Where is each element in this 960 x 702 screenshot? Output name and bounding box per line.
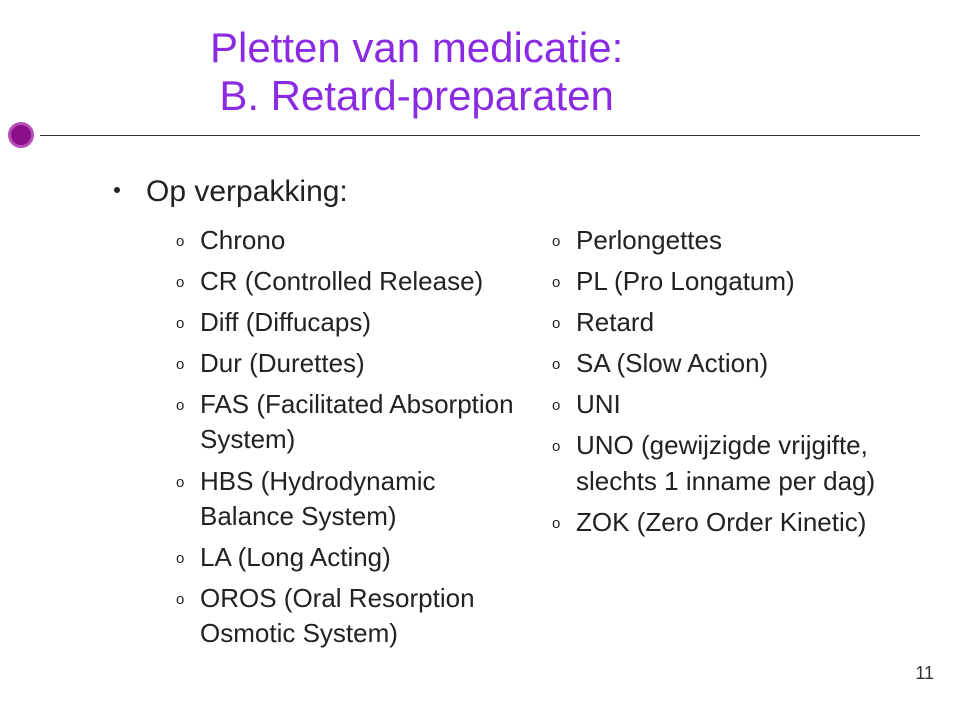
list-item-text: Retard xyxy=(576,305,654,340)
sub-marker: o xyxy=(552,395,562,416)
sub-marker: o xyxy=(176,472,186,493)
list-item-text: SA (Slow Action) xyxy=(576,346,768,381)
sub-marker: o xyxy=(552,513,562,534)
sub-marker: o xyxy=(552,231,562,252)
list-item: o UNO (gewijzigde vrijgifte, slechts 1 in… xyxy=(552,428,900,498)
sub-marker: o xyxy=(176,548,186,569)
left-column: oChronooCR (Controlled Release)oDiff (Di… xyxy=(176,223,524,657)
list-item-text: Chrono xyxy=(200,223,285,258)
list-item: o Retard xyxy=(552,305,900,340)
list-item: o Dur (Durettes) xyxy=(176,346,524,381)
sub-marker: o xyxy=(176,313,186,334)
list-item-text: UNI xyxy=(576,387,621,422)
list-item: o Chrono xyxy=(176,223,524,258)
sub-marker: o xyxy=(176,354,186,375)
sub-marker: o xyxy=(176,272,186,293)
slide-title: Pletten van medicatie: B. Retard-prepara… xyxy=(210,24,623,121)
list-item: o FAS (Facilitated Absorption System) xyxy=(176,387,524,457)
sub-marker: o xyxy=(552,272,562,293)
title-line-2: B. Retard-preparaten xyxy=(210,72,623,120)
bullet-dot xyxy=(114,187,120,193)
list-item-text: CR (Controlled Release) xyxy=(200,264,483,299)
list-item-text: Diff (Diffucaps) xyxy=(200,305,371,340)
list-item: o Diff (Diffucaps) xyxy=(176,305,524,340)
right-column: oPerlongettesoPL (Pro Longatum)oRetardoS… xyxy=(552,223,900,657)
content-area: Op verpakking: oChronooCR (Controlled Re… xyxy=(80,175,900,657)
title-line-1: Pletten van medicatie: xyxy=(210,24,623,72)
list-item: o PL (Pro Longatum) xyxy=(552,264,900,299)
lead-text: Op verpakking: xyxy=(146,175,348,208)
list-item-text: PL (Pro Longatum) xyxy=(576,264,795,299)
list-item-text: ZOK (Zero Order Kinetic) xyxy=(576,505,866,540)
list-item: o HBS (Hydrodynamic Balance System) xyxy=(176,464,524,534)
decor-circle xyxy=(8,122,34,148)
list-item: o LA (Long Acting) xyxy=(176,540,524,575)
list-item-text: UNO (gewijzigde vrijgifte, slechts 1 inn… xyxy=(576,428,900,498)
list-item: o SA (Slow Action) xyxy=(552,346,900,381)
list-item-text: OROS (Oral Resorption Osmotic System) xyxy=(200,581,524,651)
list-item: o OROS (Oral Resorption Osmotic System) xyxy=(176,581,524,651)
list-item-text: FAS (Facilitated Absorption System) xyxy=(200,387,524,457)
list-item-text: HBS (Hydrodynamic Balance System) xyxy=(200,464,524,534)
sub-marker: o xyxy=(552,313,562,334)
list-item: o ZOK (Zero Order Kinetic) xyxy=(552,505,900,540)
lead-line: Op verpakking: xyxy=(114,175,900,209)
list-item-text: Perlongettes xyxy=(576,223,722,258)
columns: oChronooCR (Controlled Release)oDiff (Di… xyxy=(176,223,900,657)
list-item: o CR (Controlled Release) xyxy=(176,264,524,299)
list-item: o UNI xyxy=(552,387,900,422)
sub-marker: o xyxy=(552,436,562,457)
list-item-text: LA (Long Acting) xyxy=(200,540,391,575)
list-item: o Perlongettes xyxy=(552,223,900,258)
sub-marker: o xyxy=(176,231,186,252)
list-item-text: Dur (Durettes) xyxy=(200,346,365,381)
sub-marker: o xyxy=(552,354,562,375)
title-divider xyxy=(40,135,920,136)
sub-marker: o xyxy=(176,395,186,416)
page-number: 11 xyxy=(915,663,934,684)
sub-marker: o xyxy=(176,589,186,610)
